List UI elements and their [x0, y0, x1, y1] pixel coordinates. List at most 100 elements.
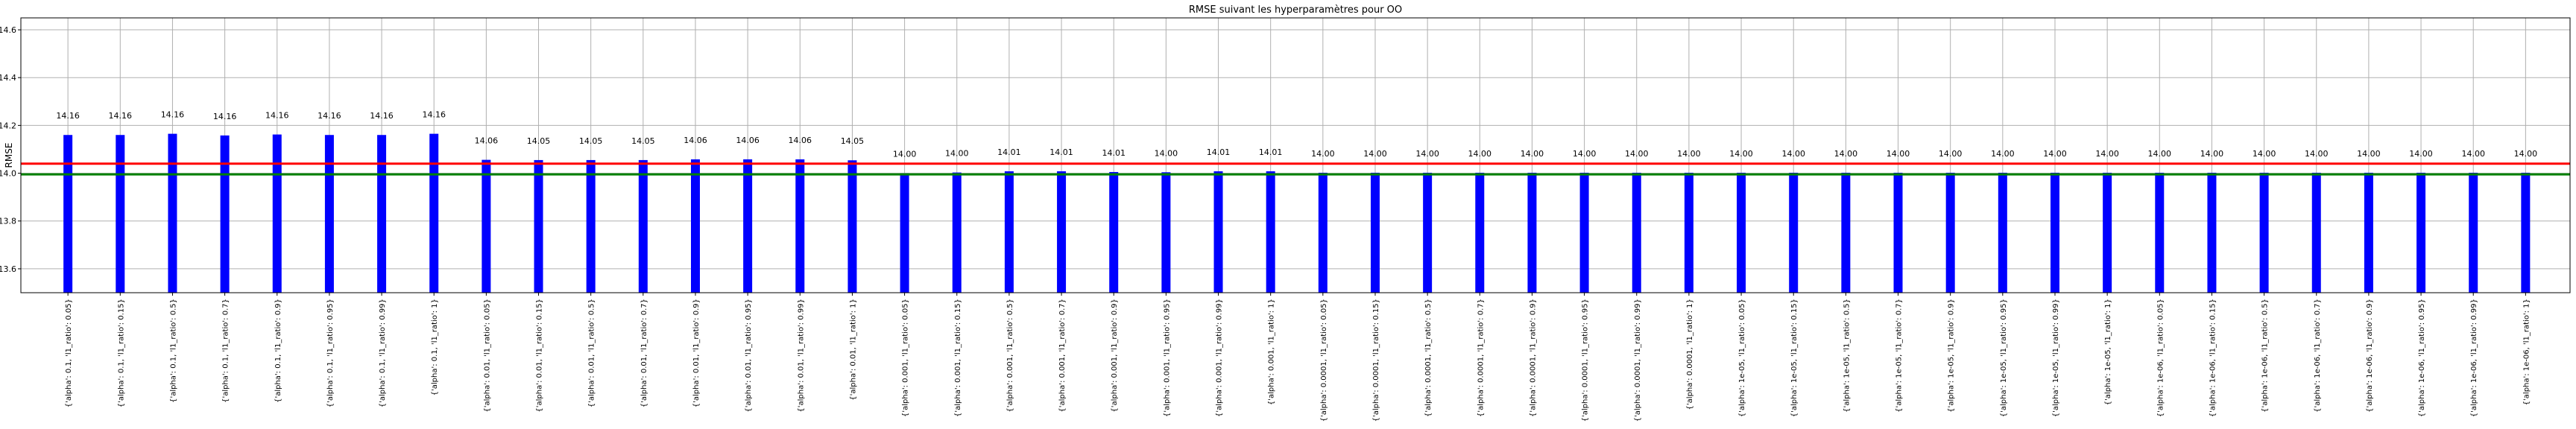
bar	[638, 159, 648, 293]
x-tick-label: {'alpha': 0.001, 'l1_ratio': 0.9}	[1111, 299, 1119, 413]
bar	[1579, 172, 1589, 293]
x-tick-label: {'alpha': 0.0001, 'l1_ratio': 0.9}	[1529, 299, 1537, 417]
bar	[482, 159, 491, 293]
bar-value-label: 14.00	[2253, 149, 2276, 159]
x-tick-label: {'alpha': 1e-05, 'l1_ratio': 0.05}	[1738, 299, 1746, 417]
x-tick-label: {'alpha': 1e-05, 'l1_ratio': 0.95}	[2000, 299, 2008, 417]
x-tick-label: {'alpha': 1e-06, 'l1_ratio': 0.95}	[2418, 299, 2426, 417]
bar-value-label: 14.00	[2095, 149, 2119, 159]
x-tick-label: {'alpha': 0.1, 'l1_ratio': 1}	[431, 299, 439, 395]
bar	[1423, 172, 1433, 293]
value-labels: 14.16 14.16 14.16 14.16 14.16 14.16 14.16 14.16…	[56, 110, 2537, 159]
bar	[2521, 172, 2531, 293]
x-tick-label: {'alpha': 1e-05, 'l1_ratio': 0.9}	[1948, 299, 1956, 413]
y-axis-ticks: 13.6 13.8 14.0 14.2 14.4 14.6	[0, 25, 21, 274]
x-tick-label: {'alpha': 0.0001, 'l1_ratio': 0.7}	[1477, 299, 1485, 417]
bar-value-label: 14.06	[789, 136, 812, 145]
bar	[1161, 172, 1171, 293]
grid-lines	[21, 18, 2570, 293]
bar-value-label: 14.00	[893, 150, 917, 159]
plot-frame	[20, 17, 2571, 293]
x-tick-label: {'alpha': 0.001, 'l1_ratio': 0.5}	[1006, 299, 1014, 413]
x-tick-label: {'alpha': 0.01, 'l1_ratio': 0.05}	[483, 299, 491, 413]
x-tick-label: {'alpha': 0.1, 'l1_ratio': 0.95}	[326, 299, 335, 407]
bar-value-label: 14.16	[265, 111, 289, 121]
bar	[429, 133, 439, 293]
x-tick-label: {'alpha': 0.1, 'l1_ratio': 0.9}	[274, 299, 282, 403]
x-tick-label: {'alpha': 0.0001, 'l1_ratio': 1}	[1686, 299, 1694, 410]
x-tick-label: {'alpha': 0.01, 'l1_ratio': 0.15}	[536, 299, 544, 413]
bar	[1893, 172, 1903, 293]
bar	[2469, 172, 2478, 293]
bar-value-label: 14.01	[1259, 147, 1283, 157]
x-tick-label: {'alpha': 1e-06, 'l1_ratio': 0.5}	[2261, 299, 2270, 413]
bar	[116, 135, 125, 293]
bar-value-label: 14.06	[475, 136, 499, 146]
bar	[1213, 171, 1223, 293]
bar	[2416, 172, 2426, 293]
x-tick-label: {'alpha': 0.0001, 'l1_ratio': 0.15}	[1372, 299, 1380, 422]
x-tick-label: {'alpha': 0.001, 'l1_ratio': 0.05}	[902, 299, 910, 417]
bar	[220, 135, 230, 293]
x-tick-label: {'alpha': 1e-05, 'l1_ratio': 1}	[2104, 299, 2112, 405]
x-tick-label: {'alpha': 1e-06, 'l1_ratio': 0.99}	[2470, 299, 2478, 417]
bar-value-label: 14.00	[1625, 149, 1649, 159]
bar-value-label: 14.01	[1207, 147, 1231, 157]
bar	[1841, 172, 1851, 293]
y-tick-label: 14.0	[0, 169, 16, 179]
bar-value-label: 14.06	[736, 136, 760, 145]
bar	[586, 159, 596, 293]
bar	[1998, 172, 2007, 293]
x-tick-label: {'alpha': 0.01, 'l1_ratio': 0.9}	[692, 299, 701, 407]
bar-value-label: 14.16	[213, 112, 237, 121]
x-tick-label: {'alpha': 0.1, 'l1_ratio': 0.5}	[169, 299, 177, 403]
bar	[2155, 172, 2165, 293]
bar	[2259, 172, 2269, 293]
x-tick-label: {'alpha': 0.01, 'l1_ratio': 0.7}	[640, 299, 648, 407]
bars	[63, 133, 2531, 293]
bar	[272, 134, 282, 293]
bar	[1945, 172, 1955, 293]
x-tick-label: {'alpha': 0.01, 'l1_ratio': 0.99}	[797, 299, 805, 413]
x-tick-label: {'alpha': 0.001, 'l1_ratio': 0.95}	[1163, 299, 1171, 417]
bar	[1370, 172, 1380, 293]
bar-value-label: 14.01	[1102, 148, 1126, 158]
y-tick-label: 13.8	[0, 217, 16, 226]
bar-value-label: 14.16	[56, 111, 80, 121]
bar-value-label: 14.00	[1521, 149, 1544, 159]
x-tick-label: {'alpha': 1e-06, 'l1_ratio': 0.7}	[2314, 299, 2322, 413]
bar-value-label: 14.00	[945, 149, 969, 159]
reference-lines	[21, 162, 2570, 176]
bar	[324, 135, 334, 293]
bar-value-label: 14.00	[1573, 149, 1597, 159]
bar	[1737, 172, 1746, 293]
bar-value-label: 14.01	[1049, 147, 1073, 157]
x-tick-label: {'alpha': 1e-05, 'l1_ratio': 0.7}	[1895, 299, 1904, 413]
x-tick-label: {'alpha': 1e-06, 'l1_ratio': 0.05}	[2156, 299, 2165, 417]
x-tick-label: {'alpha': 0.1, 'l1_ratio': 0.99}	[379, 299, 387, 407]
bar	[377, 135, 387, 293]
bar-value-label: 14.05	[527, 136, 551, 146]
x-tick-label: {'alpha': 0.001, 'l1_ratio': 0.99}	[1216, 299, 1224, 417]
bar	[2207, 172, 2217, 293]
x-tick-label: {'alpha': 1e-06, 'l1_ratio': 1}	[2522, 299, 2531, 405]
bar	[2364, 172, 2373, 293]
x-tick-label: {'alpha': 0.0001, 'l1_ratio': 0.95}	[1582, 299, 1590, 422]
bar	[63, 135, 73, 293]
bar-value-label: 14.16	[109, 111, 133, 121]
x-tick-label: {'alpha': 0.0001, 'l1_ratio': 0.5}	[1424, 299, 1433, 417]
bar	[795, 159, 805, 293]
x-tick-label: {'alpha': 1e-05, 'l1_ratio': 0.15}	[1790, 299, 1799, 417]
bar-value-label: 14.00	[1834, 149, 1858, 159]
bar	[1789, 172, 1799, 293]
bar	[1632, 172, 1641, 293]
y-tick-label: 14.4	[0, 73, 16, 83]
bar-value-label: 14.16	[422, 110, 446, 120]
bar	[534, 159, 543, 293]
x-tick-label: {'alpha': 0.1, 'l1_ratio': 0.05}	[65, 299, 73, 407]
bar-value-label: 14.00	[2043, 149, 2067, 159]
bar-value-label: 14.00	[1939, 149, 1963, 159]
x-tick-label: {'alpha': 0.001, 'l1_ratio': 1}	[1268, 299, 1276, 405]
x-tick-label: {'alpha': 0.1, 'l1_ratio': 0.15}	[117, 299, 125, 407]
